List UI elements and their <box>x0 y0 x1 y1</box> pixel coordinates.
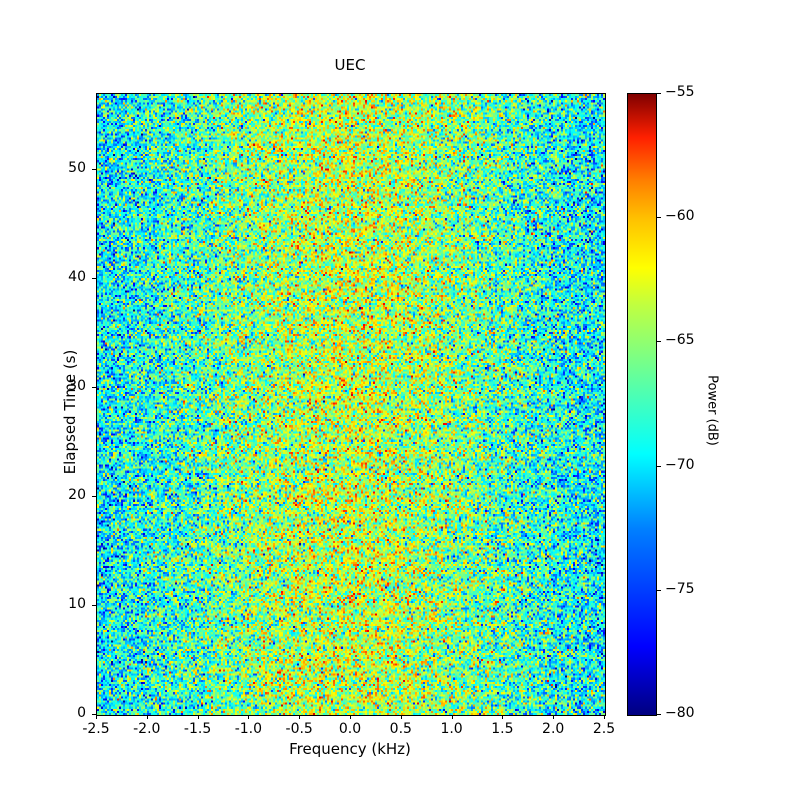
colorbar-tick-label: −65 <box>665 332 695 349</box>
colorbar-tick-label: −75 <box>665 580 695 597</box>
x-tick-mark <box>248 715 250 719</box>
x-axis-label: Frequency (kHz) <box>289 740 411 758</box>
colorbar-tick-mark <box>657 93 661 94</box>
colorbar-tick-mark <box>657 341 661 343</box>
colorbar-tick-mark <box>657 465 661 467</box>
colorbar-label: Power (dB) <box>704 375 720 446</box>
y-tick-mark <box>92 278 96 280</box>
x-tick-label: 0.0 <box>338 721 362 737</box>
y-tick-mark <box>92 496 96 498</box>
x-tick-mark <box>400 715 402 719</box>
colorbar-tick-label: −60 <box>665 208 695 225</box>
colorbar-gradient <box>628 94 656 715</box>
x-tick-mark <box>96 715 97 719</box>
x-tick-label: 2.0 <box>542 721 565 737</box>
colorbar <box>627 93 657 716</box>
x-tick-label: 1.0 <box>440 721 463 737</box>
colorbar-tick-mark <box>657 589 661 591</box>
y-tick-label: 30 <box>68 378 86 395</box>
colorbar-tick-label: −70 <box>665 456 695 473</box>
x-tick-mark <box>146 715 148 719</box>
x-tick-label: -1.5 <box>183 721 212 737</box>
x-tick-label: 2.5 <box>592 721 616 737</box>
colorbar-tick-label: −80 <box>665 705 695 721</box>
x-tick-mark <box>451 715 453 719</box>
y-tick-label: 50 <box>68 160 86 177</box>
y-tick-mark <box>92 169 96 171</box>
x-tick-mark <box>350 715 351 719</box>
y-tick-mark <box>92 605 96 607</box>
x-tick-label: -2.0 <box>133 721 161 737</box>
x-tick-mark <box>197 715 199 719</box>
x-tick-label: 1.5 <box>491 721 514 737</box>
x-tick-label: -0.5 <box>285 721 313 737</box>
x-tick-label: 0.5 <box>389 721 412 737</box>
colorbar-tick-mark <box>657 217 661 219</box>
title-line-station: UEC <box>334 56 366 74</box>
colorbar-tick-mark <box>657 714 661 715</box>
y-axis-label: Elapsed Time (s) <box>61 349 79 475</box>
x-tick-label: -2.5 <box>82 721 110 737</box>
x-tick-label: -1.0 <box>234 721 263 737</box>
x-tick-mark <box>553 715 555 719</box>
y-tick-label: 40 <box>68 269 86 286</box>
x-tick-mark <box>502 715 504 719</box>
colorbar-tick-label: −55 <box>665 84 695 100</box>
y-tick-mark <box>92 387 96 389</box>
x-tick-mark <box>604 715 605 719</box>
y-tick-label: 20 <box>68 487 86 504</box>
spectrogram-plot-area <box>96 93 606 716</box>
y-tick-mark <box>92 714 96 715</box>
x-tick-mark <box>299 715 301 719</box>
y-tick-label: 0 <box>77 705 86 721</box>
y-tick-label: 10 <box>68 596 86 613</box>
spectrogram-image <box>97 94 605 715</box>
